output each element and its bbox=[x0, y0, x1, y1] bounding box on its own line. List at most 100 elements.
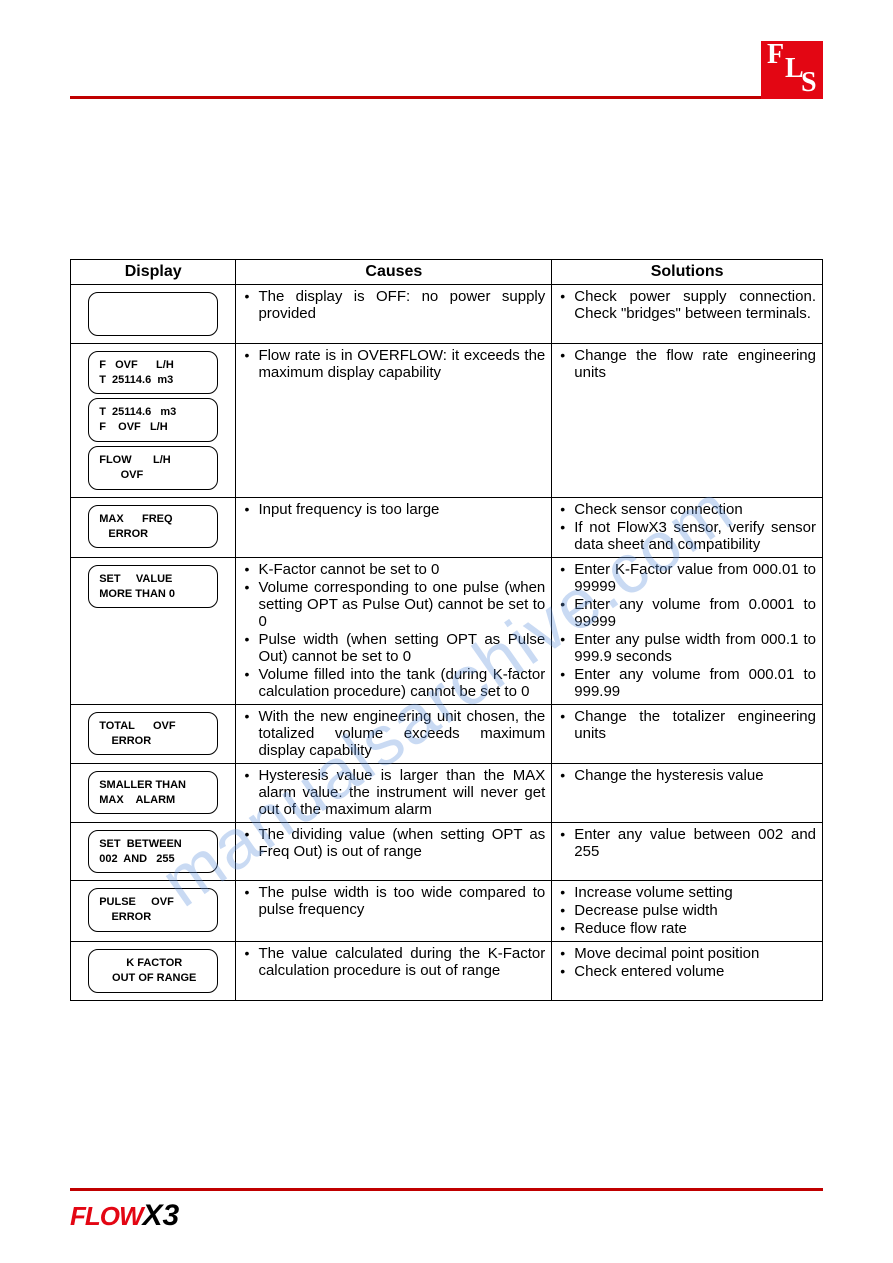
lcd-line: FLOW L/H bbox=[99, 453, 209, 468]
solutions-cell: Change the totalizer engineering units bbox=[552, 704, 823, 763]
causes-cell: The value calculated during the K-Factor… bbox=[236, 942, 552, 1001]
causes-cell: Hysteresis value is larger than the MAX … bbox=[236, 763, 552, 822]
cause-item: The value calculated during the K-Factor… bbox=[242, 945, 545, 979]
lcd-line: SET VALUE bbox=[99, 572, 209, 587]
lcd-line: T 25114.6 m3 bbox=[99, 405, 209, 420]
solutions-cell: Check power supply connection. Check "br… bbox=[552, 285, 823, 344]
solutions-cell: Check sensor connectionIf not FlowX3 sen… bbox=[552, 497, 823, 557]
display-cell: TOTAL OVF ERROR bbox=[71, 704, 236, 763]
table-row: F OVF L/HT 25114.6 m3T 25114.6 m3F OVF L… bbox=[71, 343, 823, 497]
lcd-line: TOTAL OVF bbox=[99, 719, 209, 734]
solutions-cell: Increase volume settingDecrease pulse wi… bbox=[552, 881, 823, 942]
flowx3-flow: FLOW bbox=[70, 1201, 143, 1231]
solution-item: Reduce flow rate bbox=[558, 920, 816, 937]
display-cell: K FACTOROUT OF RANGE bbox=[71, 942, 236, 1001]
lcd-line: MORE THAN 0 bbox=[99, 587, 209, 602]
cause-item: The pulse width is too wide compared to … bbox=[242, 884, 545, 918]
lcd-line bbox=[99, 299, 209, 314]
lcd-line: ERROR bbox=[99, 734, 209, 749]
lcd-line: OUT OF RANGE bbox=[99, 971, 209, 986]
display-cell: SET VALUEMORE THAN 0 bbox=[71, 557, 236, 704]
lcd-line bbox=[99, 314, 209, 329]
causes-cell: The dividing value (when setting OPT as … bbox=[236, 822, 552, 881]
lcd-line: SMALLER THAN bbox=[99, 778, 209, 793]
cause-item: Input frequency is too large bbox=[242, 501, 545, 518]
cause-item: Hysteresis value is larger than the MAX … bbox=[242, 767, 545, 818]
solution-item: Check sensor connection bbox=[558, 501, 816, 518]
display-cell: SMALLER THANMAX ALARM bbox=[71, 763, 236, 822]
lcd-display bbox=[88, 292, 218, 336]
cause-item: K-Factor cannot be set to 0 bbox=[242, 561, 545, 578]
lcd-display: T 25114.6 m3F OVF L/H bbox=[88, 398, 218, 442]
logo-letter: F bbox=[767, 39, 784, 71]
causes-cell: K-Factor cannot be set to 0Volume corres… bbox=[236, 557, 552, 704]
solution-item: Enter any volume from 0.0001 to 99999 bbox=[558, 596, 816, 630]
troubleshooting-table: Display Causes Solutions The display is … bbox=[70, 259, 823, 1001]
solution-item: Change the flow rate engineering units bbox=[558, 347, 816, 381]
solution-item: Enter K-Factor value from 000.01 to 9999… bbox=[558, 561, 816, 595]
col-header-display: Display bbox=[71, 260, 236, 285]
table-row: TOTAL OVF ERRORWith the new engineering … bbox=[71, 704, 823, 763]
causes-cell: The pulse width is too wide compared to … bbox=[236, 881, 552, 942]
lcd-line: F OVF L/H bbox=[99, 420, 209, 435]
solution-item: If not FlowX3 sensor, verify sensor data… bbox=[558, 519, 816, 553]
lcd-line: MAX ALARM bbox=[99, 793, 209, 808]
cause-item: Flow rate is in OVERFLOW: it exceeds the… bbox=[242, 347, 545, 381]
solution-item: Enter any volume from 000.01 to 999.99 bbox=[558, 666, 816, 700]
lcd-line: K FACTOR bbox=[99, 956, 209, 971]
solution-item: Increase volume setting bbox=[558, 884, 816, 901]
cause-item: The dividing value (when setting OPT as … bbox=[242, 826, 545, 860]
solution-item: Enter any value between 002 and 255 bbox=[558, 826, 816, 860]
display-cell: MAX FREQ ERROR bbox=[71, 497, 236, 557]
table-row: PULSE OVF ERROR The pulse width is too wi… bbox=[71, 881, 823, 942]
solution-item: Change the totalizer engineering units bbox=[558, 708, 816, 742]
lcd-display: SET BETWEEN002 AND 255 bbox=[88, 830, 218, 874]
flowx3-logo: FLOWX3 bbox=[70, 1199, 823, 1233]
col-header-solutions: Solutions bbox=[552, 260, 823, 285]
flowx3-x3: X3 bbox=[143, 1199, 180, 1232]
lcd-line: ERROR bbox=[99, 910, 209, 925]
table-row: SET BETWEEN002 AND 255 The dividing value… bbox=[71, 822, 823, 881]
lcd-line: PULSE OVF bbox=[99, 895, 209, 910]
lcd-line: ERROR bbox=[99, 527, 209, 542]
table-row: SMALLER THANMAX ALARM Hysteresis value is… bbox=[71, 763, 823, 822]
table-row: K FACTOROUT OF RANGE The value calculated… bbox=[71, 942, 823, 1001]
cause-item: Pulse width (when setting OPT as Pulse O… bbox=[242, 631, 545, 665]
lcd-display: MAX FREQ ERROR bbox=[88, 505, 218, 549]
cause-item: Volume filled into the tank (during K-fa… bbox=[242, 666, 545, 700]
footer-divider: FLOWX3 bbox=[70, 1188, 823, 1233]
lcd-line: F OVF L/H bbox=[99, 358, 209, 373]
lcd-display: SMALLER THANMAX ALARM bbox=[88, 771, 218, 815]
display-cell: F OVF L/HT 25114.6 m3T 25114.6 m3F OVF L… bbox=[71, 343, 236, 497]
lcd-line: MAX FREQ bbox=[99, 512, 209, 527]
lcd-display: SET VALUEMORE THAN 0 bbox=[88, 565, 218, 609]
fls-logo: F L S bbox=[761, 41, 823, 99]
solutions-cell: Enter any value between 002 and 255 bbox=[552, 822, 823, 881]
solutions-cell: Change the hysteresis value bbox=[552, 763, 823, 822]
lcd-display: K FACTOROUT OF RANGE bbox=[88, 949, 218, 993]
cause-item: The display is OFF: no power supply prov… bbox=[242, 288, 545, 322]
lcd-line: 002 AND 255 bbox=[99, 852, 209, 867]
solution-item: Enter any pulse width from 000.1 to 999.… bbox=[558, 631, 816, 665]
lcd-display: PULSE OVF ERROR bbox=[88, 888, 218, 932]
causes-cell: Input frequency is too large bbox=[236, 497, 552, 557]
solutions-cell: Enter K-Factor value from 000.01 to 9999… bbox=[552, 557, 823, 704]
logo-letter: S bbox=[801, 67, 817, 99]
solutions-cell: Move decimal point positionCheck entered… bbox=[552, 942, 823, 1001]
display-cell bbox=[71, 285, 236, 344]
causes-cell: With the new engineering unit chosen, th… bbox=[236, 704, 552, 763]
table-row: SET VALUEMORE THAN 0 K-Factor cannot be s… bbox=[71, 557, 823, 704]
display-cell: SET BETWEEN002 AND 255 bbox=[71, 822, 236, 881]
solution-item: Move decimal point position bbox=[558, 945, 816, 962]
display-cell: PULSE OVF ERROR bbox=[71, 881, 236, 942]
col-header-causes: Causes bbox=[236, 260, 552, 285]
table-row: MAX FREQ ERROR Input frequency is too lar… bbox=[71, 497, 823, 557]
cause-item: With the new engineering unit chosen, th… bbox=[242, 708, 545, 759]
header-divider: F L S bbox=[70, 35, 823, 99]
causes-cell: The display is OFF: no power supply prov… bbox=[236, 285, 552, 344]
lcd-display: F OVF L/HT 25114.6 m3 bbox=[88, 351, 218, 395]
solution-item: Check entered volume bbox=[558, 963, 816, 980]
solution-item: Change the hysteresis value bbox=[558, 767, 816, 784]
solution-item: Check power supply connection. Check "br… bbox=[558, 288, 816, 322]
table-row: The display is OFF: no power supply prov… bbox=[71, 285, 823, 344]
